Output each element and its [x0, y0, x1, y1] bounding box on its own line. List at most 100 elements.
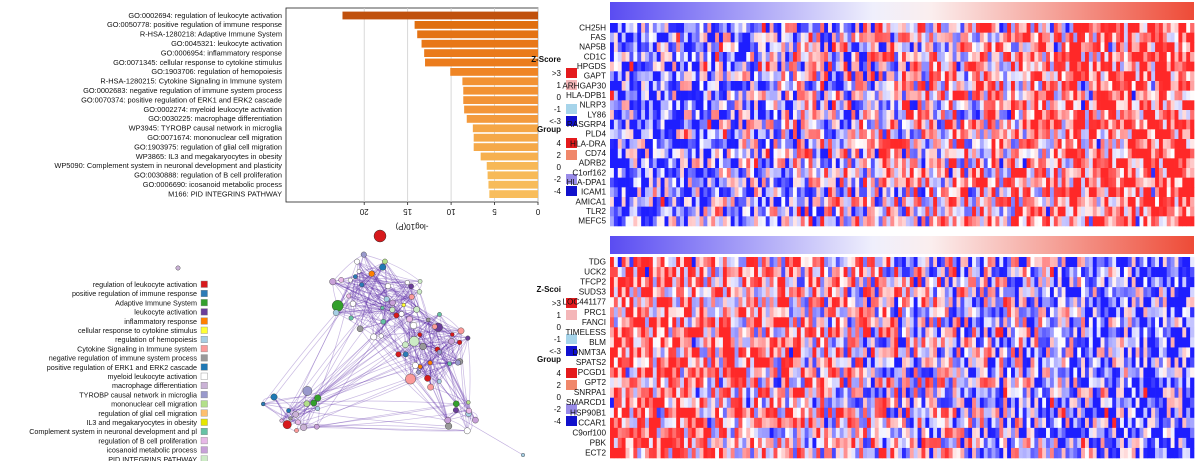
heatmap-cell — [890, 267, 894, 277]
heatmap-cell — [957, 139, 961, 149]
heatmap-cell — [976, 216, 980, 226]
heatmap-cell — [653, 257, 657, 267]
heatmap-cell — [661, 62, 665, 72]
zscore-legend-label: 1 — [557, 311, 562, 320]
network-node — [314, 424, 319, 429]
heatmap-cell — [680, 168, 684, 178]
heatmap-cell — [1116, 168, 1120, 178]
heatmap-cell — [1093, 178, 1097, 188]
heatmap-cell — [700, 158, 704, 168]
heatmap-cell — [957, 267, 961, 277]
heatmap-cell — [797, 120, 801, 130]
heatmap-cell — [851, 139, 855, 149]
heatmap-cell — [918, 267, 922, 277]
heatmap-cell — [1069, 129, 1073, 139]
heatmap-cell — [1178, 110, 1182, 120]
heatmap-cell — [1038, 277, 1042, 287]
heatmap-cell — [976, 178, 980, 188]
heatmap-cell — [1073, 197, 1077, 207]
heatmap-cell — [1054, 91, 1058, 101]
heatmap-cell — [844, 307, 848, 317]
heatmap-cell — [1120, 120, 1124, 130]
heatmap-cell — [805, 100, 809, 110]
heatmap-cell — [629, 317, 633, 327]
heatmap-cell — [618, 327, 622, 337]
heatmap-cell — [960, 327, 964, 337]
heatmap-cell — [1023, 287, 1027, 297]
heatmap-cell — [925, 187, 929, 197]
heatmap-cell — [937, 23, 941, 33]
heatmap-cell — [847, 216, 851, 226]
network-node — [394, 313, 399, 318]
heatmap-cell — [894, 287, 898, 297]
heatmap-cell — [847, 317, 851, 327]
heatmap-cell — [1011, 168, 1015, 178]
heatmap-cell — [995, 168, 999, 178]
heatmap-cell — [614, 62, 618, 72]
heatmap-cell — [641, 100, 645, 110]
heatmap-cell — [995, 129, 999, 139]
heatmap-cell — [1058, 71, 1062, 81]
heatmap-cell — [812, 267, 816, 277]
heatmap-cell — [1007, 23, 1011, 33]
heatmap-cell — [1073, 187, 1077, 197]
heatmap-cell — [1171, 62, 1175, 72]
heatmap-cell — [700, 168, 704, 178]
heatmap-cell — [645, 129, 649, 139]
heatmap-cell — [957, 129, 961, 139]
heatmap-cell — [976, 100, 980, 110]
heatmap-cell — [964, 197, 968, 207]
heatmap-cell — [1030, 81, 1034, 91]
heatmap-cell — [820, 287, 824, 297]
heatmap-cell — [723, 71, 727, 81]
heatmap-cell — [1159, 297, 1163, 307]
heatmap-cell — [1155, 178, 1159, 188]
heatmap-cell — [988, 317, 992, 327]
heatmap-cell — [645, 327, 649, 337]
heatmap-cell — [777, 267, 781, 277]
heatmap-cell — [1175, 91, 1179, 101]
heatmap-cell — [1073, 216, 1077, 226]
heatmap-cell — [754, 277, 758, 287]
heatmap-cell — [661, 267, 665, 277]
heatmap-cell — [1167, 81, 1171, 91]
heatmap-cell — [1015, 33, 1019, 43]
heatmap-cell — [995, 42, 999, 52]
heatmap-cell — [1112, 307, 1116, 317]
heatmap-cell — [910, 307, 914, 317]
heatmap-cell — [766, 207, 770, 217]
heatmap-cell — [1151, 129, 1155, 139]
heatmap-cell — [1167, 317, 1171, 327]
heatmap-cell — [1182, 129, 1186, 139]
heatmap-cell — [1159, 197, 1163, 207]
heatmap-cell — [649, 216, 653, 226]
heatmap-cell — [933, 267, 937, 277]
heatmap-cell — [629, 139, 633, 149]
heatmap-cell — [988, 23, 992, 33]
heatmap-cell — [945, 139, 949, 149]
heatmap-cell — [1151, 62, 1155, 72]
heatmap-cell — [1034, 168, 1038, 178]
heatmap-cell — [1050, 120, 1054, 130]
heatmap-cell — [1147, 168, 1151, 178]
heatmap-cell — [688, 317, 692, 327]
heatmap-cell — [995, 81, 999, 91]
heatmap-cell — [1139, 297, 1143, 307]
heatmap-cell — [960, 257, 964, 267]
heatmap-cell — [836, 297, 840, 307]
group-legend-swatch — [566, 416, 577, 426]
heatmap-cell — [1030, 33, 1034, 43]
heatmap-cell — [746, 33, 750, 43]
heatmap-row-label: C1orf162 — [572, 168, 606, 177]
heatmap-cell — [1143, 307, 1147, 317]
heatmap-cell — [902, 168, 906, 178]
heatmap-cell — [1089, 52, 1093, 62]
heatmap-cell — [653, 287, 657, 297]
heatmap-cell — [649, 100, 653, 110]
heatmap-cell — [1089, 207, 1093, 217]
heatmap-cell — [696, 62, 700, 72]
heatmap-cell — [703, 197, 707, 207]
heatmap-cell — [914, 277, 918, 287]
heatmap-cell — [995, 317, 999, 327]
bar-x-tick-label: 20 — [359, 207, 368, 216]
